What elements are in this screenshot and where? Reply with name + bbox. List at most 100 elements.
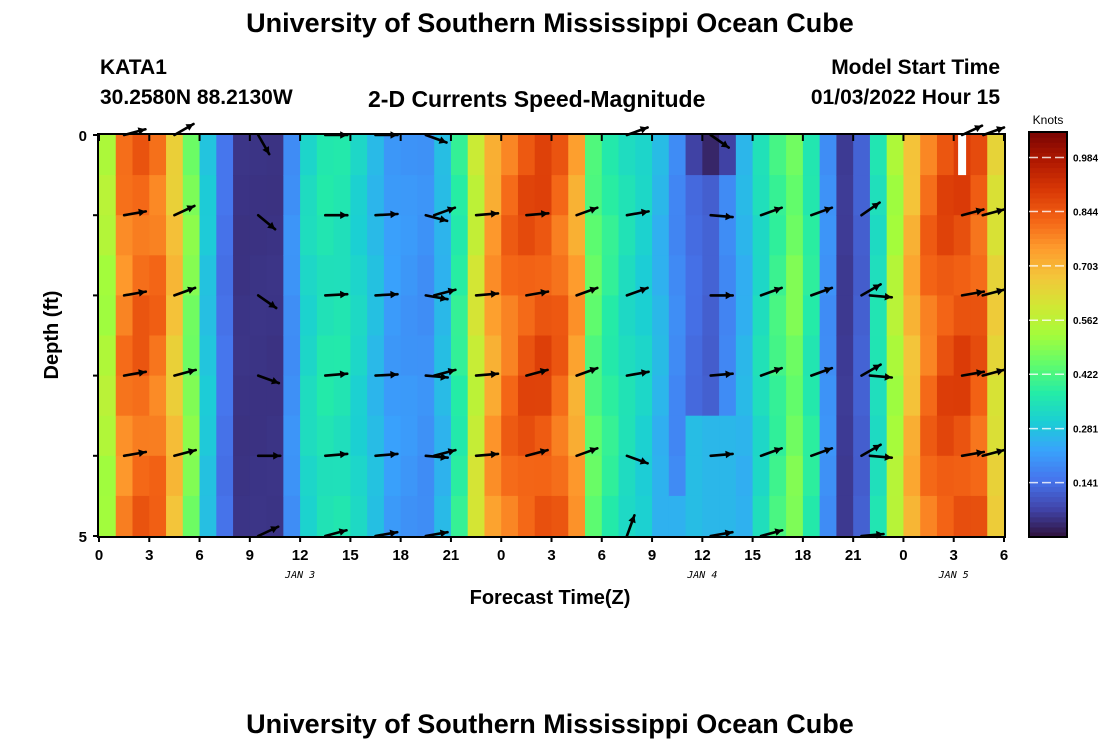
heatmap-cell (216, 215, 234, 256)
arrow-head (824, 206, 832, 214)
heatmap-cell (115, 455, 134, 497)
current-arrow (860, 443, 882, 458)
heatmap-cell (585, 335, 603, 377)
heatmap-cell (417, 175, 435, 216)
heatmap-cell (149, 335, 167, 377)
heatmap-cell (635, 415, 653, 457)
heatmap-cell (585, 495, 603, 537)
colorbar-swatch (1029, 192, 1067, 199)
current-arrow (122, 369, 148, 377)
heatmap-cell (903, 215, 921, 256)
heatmap-cell (551, 495, 569, 537)
arrow-head (724, 529, 733, 538)
arrow-head (996, 207, 1004, 215)
arrow-head (871, 202, 880, 210)
heatmap-cell (551, 255, 569, 296)
colorbar-swatch (1029, 349, 1067, 356)
heatmap-cell (434, 495, 452, 537)
heatmap-cell (182, 295, 201, 337)
heatmap-cell (367, 495, 385, 537)
heatmap-cell (132, 455, 150, 497)
heatmap-cell (752, 255, 770, 296)
x-tick-label: 18 (392, 547, 409, 564)
arrow-head (390, 210, 398, 219)
heatmap-cell (316, 135, 335, 176)
heatmap-cell (450, 135, 469, 176)
current-arrow (323, 290, 349, 299)
heatmap-cell (585, 455, 603, 497)
heatmap-cell (367, 295, 385, 337)
x-tick-label: 0 (95, 547, 103, 564)
heatmap-cell (769, 255, 787, 296)
heatmap-cell (920, 295, 938, 337)
heatmap-cell (400, 335, 419, 377)
heatmap-cell (786, 255, 804, 296)
colorbar-swatch (1029, 390, 1067, 396)
model-start-label: Model Start Time (831, 56, 1000, 79)
heatmap-cell (283, 135, 301, 176)
heatmap-cell (534, 375, 553, 417)
current-arrow (981, 287, 1006, 297)
heatmap-cell (300, 455, 318, 497)
current-arrow (122, 449, 148, 458)
heatmap-cell (936, 495, 955, 537)
arrow-head (773, 206, 782, 214)
heatmap-cell (568, 375, 586, 417)
heatmap-cell (266, 295, 284, 337)
heatmap-cell (300, 295, 318, 337)
heatmap-cell (249, 135, 268, 176)
heatmap-cell (149, 175, 167, 216)
arrow-head (641, 369, 649, 377)
heatmap-cell (166, 375, 184, 417)
current-arrow (374, 371, 399, 379)
arrow-head (540, 210, 549, 218)
heatmap-cell (132, 295, 150, 337)
missing-data-marker (958, 135, 967, 176)
arrow-head (439, 529, 448, 538)
heatmap-cell (936, 215, 955, 256)
current-arrow (474, 210, 500, 218)
heatmap-cell (719, 335, 737, 377)
colorbar-swatch (1029, 152, 1067, 158)
heatmap-cell (350, 175, 368, 216)
heatmap-cell (266, 455, 284, 497)
heatmap-cell (618, 295, 636, 337)
arrow-head (589, 447, 598, 455)
x-axis-label: Forecast Time(Z) (470, 587, 631, 609)
heatmap-cell (182, 375, 201, 417)
colorbar: 0.984 0.844 0.703 0.562 0.422 0.281 0.141 (1028, 131, 1098, 538)
y-axis: 05 (79, 128, 99, 546)
heatmap-cell (383, 135, 402, 176)
current-arrow (575, 286, 599, 297)
heatmap-cell (802, 255, 821, 296)
heatmap-cell (970, 215, 988, 256)
heatmap-cell (249, 375, 268, 417)
heatmap-cell (266, 215, 284, 256)
heatmap-cell (735, 295, 754, 337)
colorbar-unit-label: Knots (1033, 113, 1064, 127)
heatmap-cell (652, 215, 670, 256)
y-tick-label: 0 (79, 128, 87, 145)
heatmap-cell (920, 415, 938, 457)
heatmap-cell (652, 295, 670, 337)
heatmap-cell (920, 455, 938, 497)
colorbar-swatch (1029, 202, 1067, 209)
x-tick-label: 15 (744, 547, 761, 564)
current-arrow (709, 212, 734, 221)
heatmap-cell (702, 455, 720, 497)
colorbar-swatch (1029, 476, 1067, 482)
heatmap-cell (434, 415, 452, 457)
heatmap-cell (652, 175, 670, 216)
heatmap-cell (685, 255, 703, 296)
heatmap-cell (132, 375, 150, 417)
heatmap-cell (953, 175, 972, 216)
heatmap-cell (987, 175, 1005, 216)
heatmap-cell (199, 135, 217, 176)
heatmap-cell (233, 175, 251, 216)
heatmap-cell (166, 255, 184, 296)
footer-title: University of Southern Mississippi Ocean… (246, 709, 854, 739)
heatmap-cell (652, 375, 670, 417)
current-arrow (625, 208, 650, 217)
heatmap-cell (920, 175, 938, 216)
heatmap-cell (233, 415, 251, 457)
